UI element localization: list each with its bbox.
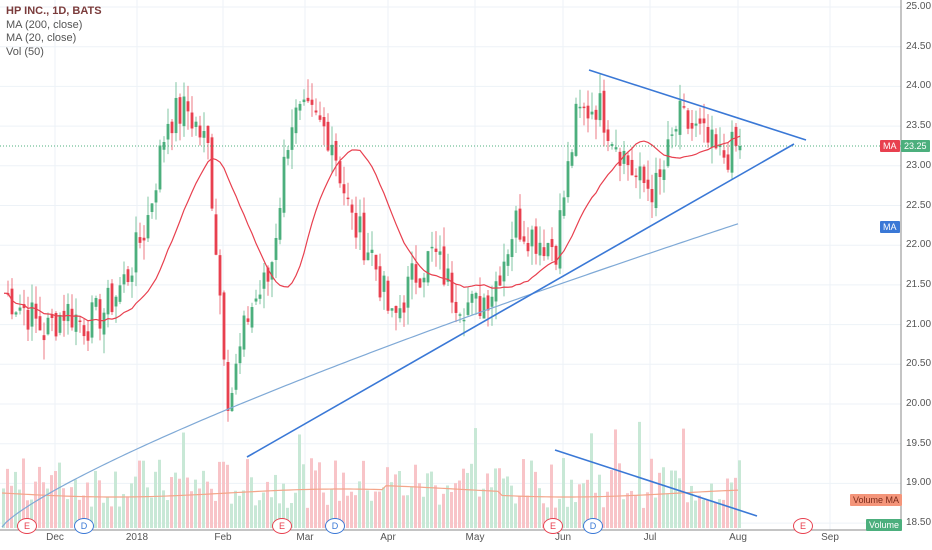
volume-tag: Volume (866, 519, 903, 531)
dividend-marker[interactable]: D (583, 518, 603, 534)
dividend-marker[interactable]: D (74, 518, 94, 534)
time-tick-label: Mar (296, 532, 314, 543)
ma200-tag: MA (880, 221, 900, 233)
price-tick-label: 19.00 (906, 477, 932, 489)
price-tick-label: 23.00 (906, 159, 932, 171)
earnings-marker[interactable]: E (17, 518, 37, 534)
price-tick-label: 20.00 (906, 398, 932, 409)
price-tick-label: 24.00 (906, 80, 932, 92)
dividend-marker[interactable]: D (325, 518, 345, 534)
price-tick-label: 20.50 (906, 358, 932, 370)
time-tick-label: May (465, 532, 485, 543)
legend-ma200[interactable]: MA (200, close) (6, 18, 83, 31)
chart-legend: HP INC., 1D, BATS MA (200, close) MA (20… (6, 5, 102, 59)
price-tick-label: 25.00 (906, 1, 932, 12)
time-tick-label: Feb (214, 532, 232, 543)
time-tick-label: Jun (554, 532, 572, 543)
earnings-marker[interactable]: E (793, 518, 813, 534)
price-tick-label: 21.50 (906, 278, 932, 290)
price-tick-label: 23.50 (906, 120, 932, 132)
last-price-tag: 23.25 (901, 140, 930, 152)
price-tick-label: 19.50 (906, 437, 932, 449)
symbol-title: HP INC., 1D, BATS (6, 5, 102, 17)
price-tick-label: 24.50 (906, 40, 932, 52)
time-tick-label: Jul (643, 532, 657, 543)
earnings-marker[interactable]: E (543, 518, 563, 534)
price-tick-label: 22.00 (906, 239, 932, 251)
time-tick-label: Aug (729, 532, 747, 543)
earnings-marker[interactable]: E (272, 518, 292, 534)
volume-ma-tag: Volume MA (850, 494, 903, 506)
time-tick-label: 2018 (125, 532, 149, 543)
time-tick-label: Sep (821, 532, 839, 543)
time-tick-label: Apr (380, 532, 396, 543)
time-tick-label: Dec (46, 532, 64, 543)
price-tick-label: 18.50 (906, 517, 932, 529)
price-tick-label: 22.50 (906, 199, 932, 211)
ma20-tag: MA (880, 140, 900, 152)
price-tick-label: 21.00 (906, 318, 932, 330)
legend-ma20[interactable]: MA (20, close) (6, 32, 77, 44)
legend-volume[interactable]: Vol (50) (6, 45, 44, 58)
